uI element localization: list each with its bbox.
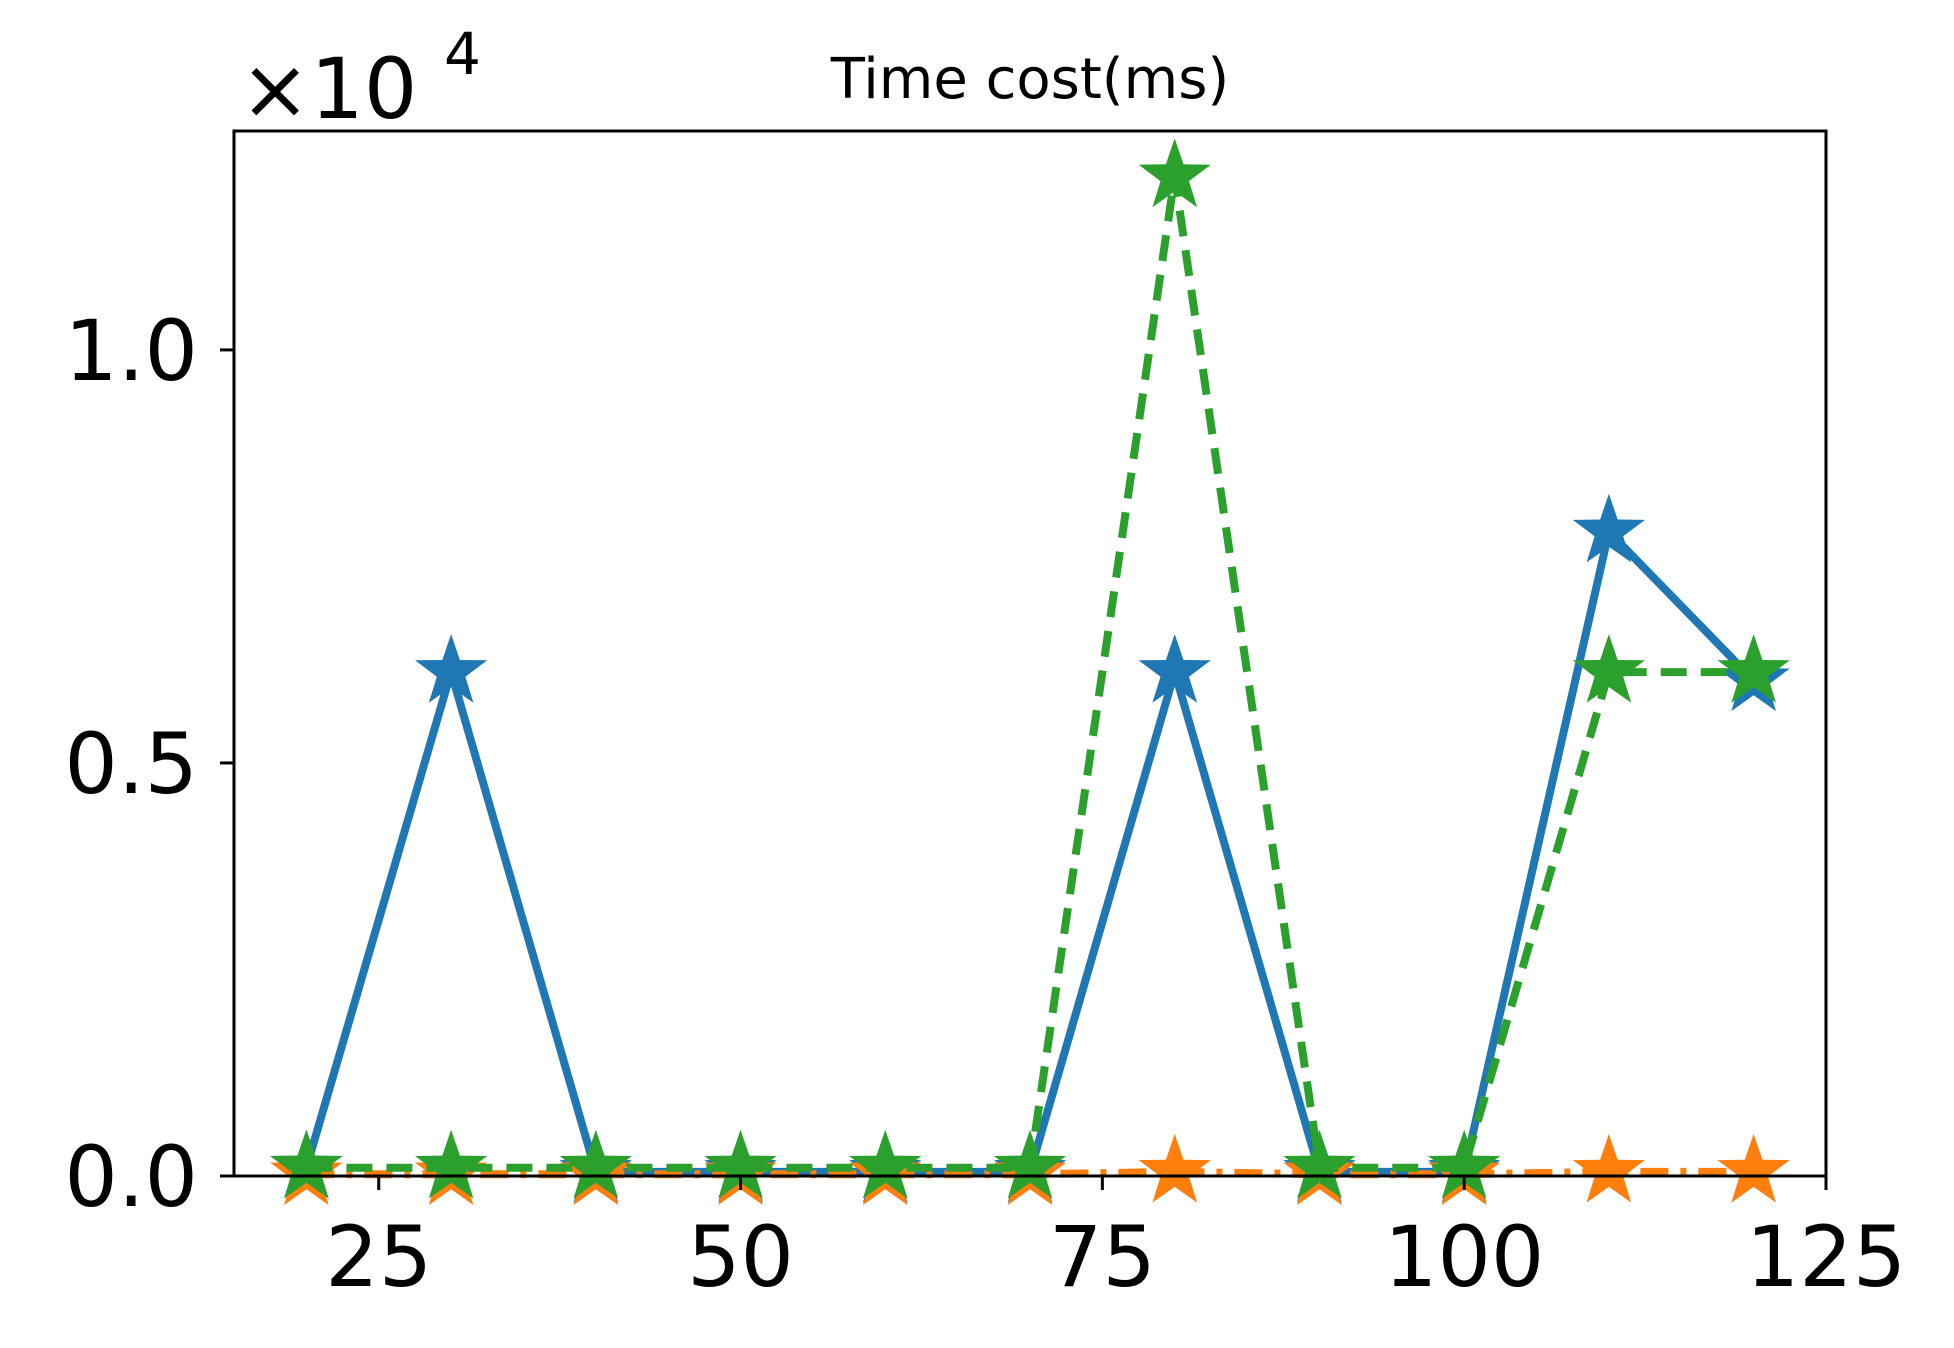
series-0-point (1138, 634, 1211, 703)
x-tick-label: 125 (1746, 1208, 1906, 1306)
series-2-point (1717, 634, 1790, 703)
series-2-point (704, 1129, 777, 1199)
plot-area (270, 138, 1790, 1206)
plot-frame (232, 129, 1828, 1178)
series-2-point (849, 1129, 922, 1199)
series-2-point (1572, 634, 1645, 703)
series-layer (270, 138, 1790, 1206)
series-0-line (302, 527, 1757, 1176)
series-1-point (1717, 1133, 1790, 1203)
y-tick-label: 0.0 (64, 1128, 198, 1226)
series-2-point (1428, 1129, 1501, 1199)
series-2-point (559, 1129, 632, 1199)
series-0 (270, 493, 1790, 1203)
series-2-line (306, 172, 1754, 1172)
axes-layer: 25 50 75 100 125 0.0 0.5 1.0 (64, 129, 1906, 1306)
x-tick-label: 50 (687, 1208, 794, 1306)
y-tick-label: 1.0 (64, 302, 198, 400)
chart-title: Time cost(ms) (830, 47, 1229, 112)
series-1-point (1138, 1133, 1211, 1203)
series-2-point (1138, 138, 1211, 208)
series-1-point (1572, 1133, 1645, 1203)
series-0-point (1572, 493, 1645, 563)
series-2-point (270, 1129, 343, 1199)
series-2-point (993, 1129, 1067, 1199)
x-tick-label: 25 (325, 1208, 432, 1306)
y-scale-exponent: 4 (444, 20, 481, 88)
series-2-point (1283, 1129, 1356, 1199)
y-scale-multiplier: ×10 (240, 40, 417, 138)
x-tick-label: 100 (1384, 1208, 1544, 1306)
series-2 (270, 138, 1790, 1199)
y-tick-label: 0.5 (64, 715, 198, 813)
series-0-point (415, 634, 488, 703)
x-tick-label: 75 (1049, 1208, 1156, 1306)
series-2-point (415, 1129, 488, 1199)
